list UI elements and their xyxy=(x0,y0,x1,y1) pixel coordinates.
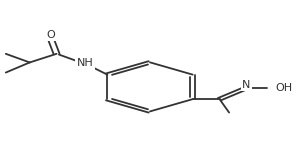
Text: NH: NH xyxy=(76,58,93,69)
Text: OH: OH xyxy=(275,83,292,93)
Text: N: N xyxy=(242,80,250,90)
Text: O: O xyxy=(46,30,55,39)
